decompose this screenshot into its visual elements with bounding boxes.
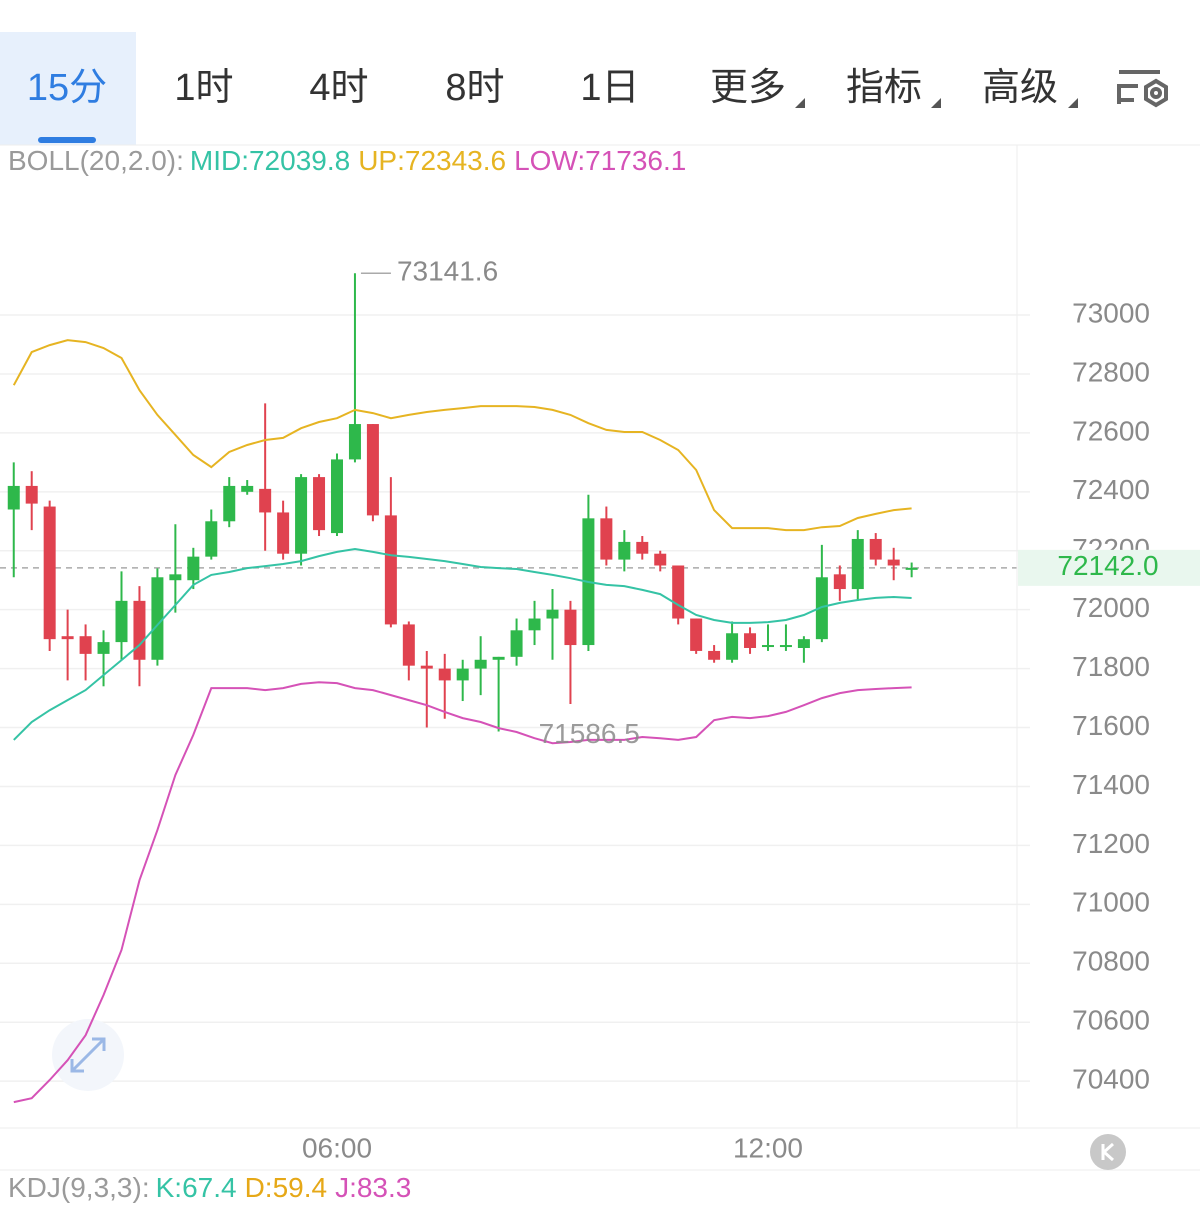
kdj-j: J:83.3 — [335, 1172, 411, 1203]
candle-body — [313, 477, 326, 531]
candle-body — [7, 485, 20, 510]
kdj-d: D:59.4 — [245, 1172, 328, 1203]
candle-body — [43, 506, 56, 640]
boll-legend: BOLL(20,2.0): MID:72039.8 UP:72343.6 LOW:71… — [8, 145, 686, 176]
candle-body — [492, 656, 505, 660]
candle-body — [510, 630, 523, 657]
tab[interactable]: 1日 — [580, 67, 639, 109]
candle-body — [833, 574, 846, 590]
kdj-k: K:67.4 — [156, 1172, 237, 1203]
candle-body — [600, 518, 613, 560]
y-tick-label: 70400 — [1072, 1064, 1150, 1095]
grid — [0, 314, 1030, 1082]
candle-body — [402, 624, 415, 666]
candle-body — [133, 600, 146, 660]
candle-body — [744, 633, 757, 648]
x-tick-label: 12:00 — [733, 1132, 803, 1163]
dropdown-corners — [795, 98, 1078, 108]
candle-body — [25, 485, 38, 504]
candle-body — [97, 642, 110, 654]
tab[interactable]: 1时 — [174, 67, 233, 109]
boll-line — [12, 339, 912, 532]
min-label: 71586.5 — [539, 718, 640, 749]
candle-body — [79, 636, 92, 654]
y-tick-label: 71200 — [1072, 828, 1150, 859]
tab[interactable]: 4时 — [309, 67, 368, 109]
selected-tab-bg — [0, 32, 136, 145]
candle-body — [761, 645, 774, 648]
candle-body — [690, 618, 703, 651]
candle-body — [61, 636, 74, 640]
last-price-box — [1018, 549, 1200, 586]
y-tick-label: 72400 — [1072, 474, 1150, 505]
candle-body — [618, 541, 631, 560]
y-tick-label: 73000 — [1072, 297, 1150, 328]
candle-body — [241, 485, 254, 492]
candle-body — [187, 556, 200, 581]
candle-body — [277, 512, 290, 554]
candle-body — [366, 424, 379, 516]
candle-body — [384, 515, 397, 625]
y-tick-label: 70600 — [1072, 1005, 1150, 1036]
candle-body — [259, 488, 272, 513]
candle-body — [779, 645, 792, 648]
k-button[interactable] — [1090, 1134, 1126, 1170]
y-tick-label: 72800 — [1072, 356, 1150, 387]
candle-body — [726, 633, 739, 660]
candle-body — [205, 521, 218, 557]
candle-body — [851, 538, 864, 590]
last-price-label: 72142.0 — [1057, 550, 1158, 581]
candle-body — [438, 668, 451, 681]
expand-button[interactable] — [52, 1019, 124, 1091]
y-tick-label: 71000 — [1072, 887, 1150, 918]
candle-body — [474, 659, 487, 669]
indicator-label: BOLL(20,2.0): — [8, 145, 184, 176]
candle-body — [151, 577, 164, 660]
candle-body — [223, 485, 236, 522]
kdj-legend: KDJ(9,3,3): K:67.4 D:59.4 J:83.3 — [8, 1172, 411, 1203]
candle-body — [815, 577, 828, 640]
selected-tab-indicator — [38, 137, 96, 143]
kdj-label: KDJ(9,3,3): — [8, 1172, 150, 1203]
y-tick-label: 71400 — [1072, 769, 1150, 800]
y-tick-label: 72600 — [1072, 415, 1150, 446]
candle-body — [797, 639, 810, 648]
candle-body — [295, 477, 308, 554]
settings-icon[interactable] — [1117, 70, 1168, 108]
candle-body — [672, 565, 685, 619]
candle-body — [564, 609, 577, 646]
y-tick-label: 70800 — [1072, 946, 1150, 977]
tab[interactable]: 更多 — [710, 67, 786, 109]
candle-body — [905, 567, 918, 570]
tab[interactable]: 15分 — [27, 67, 107, 109]
candle-body — [348, 424, 361, 460]
plot: 73141.6 71586.5 — [7, 256, 918, 1104]
y-tick-label: 71800 — [1072, 651, 1150, 682]
x-tick-label: 06:00 — [302, 1132, 372, 1163]
y-tick-label: 72000 — [1072, 592, 1150, 623]
candle-body — [708, 650, 721, 660]
candle-body — [420, 665, 433, 669]
legend-mid: MID:72039.8 — [190, 145, 350, 176]
candle-body — [887, 559, 900, 566]
tab[interactable]: 8时 — [445, 67, 504, 109]
candle-body — [528, 618, 541, 631]
tab[interactable]: 指标 — [846, 67, 922, 109]
candle-body — [654, 553, 667, 566]
y-tick-label: 71600 — [1072, 710, 1150, 741]
tab[interactable]: 高级 — [982, 67, 1058, 109]
candle-body — [869, 538, 882, 560]
candle-body — [115, 600, 128, 643]
legend-low: LOW:71736.1 — [514, 145, 686, 176]
candle-body — [330, 459, 343, 534]
boll-line — [13, 547, 912, 741]
candle-body — [169, 574, 182, 581]
max-label: 73141.6 — [397, 256, 498, 287]
candle-body — [546, 609, 559, 619]
candle-body — [636, 541, 649, 554]
boll-line — [13, 681, 912, 1104]
legend-up: UP:72343.6 — [358, 145, 506, 176]
candle-body — [456, 668, 469, 681]
